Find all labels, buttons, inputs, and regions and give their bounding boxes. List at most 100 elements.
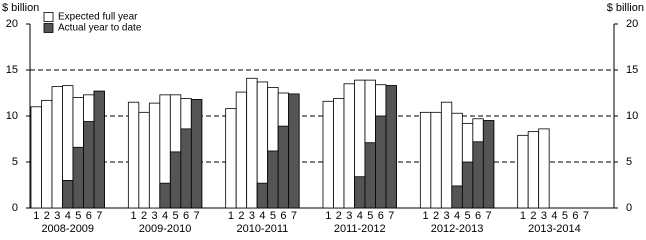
group-label: 2010-2011: [237, 223, 289, 235]
bar: [235, 91, 248, 209]
y-tick-label: 15: [6, 64, 18, 76]
x-tick-label: 5: [75, 210, 81, 222]
legend-swatch: [43, 12, 54, 22]
x-tick-label: 7: [291, 210, 297, 222]
bar: [72, 146, 84, 209]
bar: [83, 121, 95, 209]
x-tick-label: 1: [33, 210, 39, 222]
bar: [225, 108, 237, 209]
x-tick-label: 3: [249, 210, 255, 222]
bar: [30, 106, 42, 209]
x-tick-label: 5: [465, 210, 471, 222]
x-tick-label: 6: [572, 210, 578, 222]
bar: [159, 182, 171, 209]
y-axis-label: $ billion: [2, 2, 39, 14]
group-label: 2009-2010: [139, 223, 192, 235]
bar: [461, 161, 474, 209]
x-tick-label: 3: [346, 210, 352, 222]
y2-tick-label: 20: [626, 18, 638, 30]
y-tick-label: 10: [6, 110, 18, 122]
bar: [430, 111, 442, 209]
y-tick-label: 5: [12, 156, 18, 168]
bar: [451, 185, 463, 209]
bar: [364, 142, 376, 209]
x-tick-label: 5: [173, 210, 179, 222]
x-tick-label: 6: [183, 210, 189, 222]
bar: [354, 176, 366, 209]
y-tick-label: 20: [6, 18, 18, 30]
legend-swatch: [43, 23, 54, 33]
x-tick-label: 6: [86, 210, 92, 222]
x-tick-label: 2: [44, 210, 50, 222]
y2-tick-label: 15: [626, 64, 638, 76]
bar: [62, 179, 74, 209]
bar: [148, 102, 161, 209]
x-tick-label: 1: [325, 210, 331, 222]
x-tick-label: 6: [280, 210, 286, 222]
x-tick-label: 5: [270, 210, 276, 222]
bar: [138, 111, 150, 209]
bar: [343, 83, 355, 209]
x-tick-label: 6: [475, 210, 481, 222]
bar: [256, 182, 269, 209]
x-tick-label: 7: [388, 210, 394, 222]
x-tick-label: 7: [486, 210, 492, 222]
bar: [169, 151, 182, 209]
x-tick-label: 3: [54, 210, 60, 222]
x-tick-label: 4: [259, 210, 265, 222]
y2-axis-label: $ billion: [607, 2, 644, 14]
bar: [180, 128, 192, 209]
bar: [333, 98, 345, 209]
bar: [41, 99, 53, 209]
bar: [419, 111, 432, 209]
bar: [517, 134, 529, 209]
x-tick-label: 2: [433, 210, 439, 222]
y2-tick-label: 10: [626, 110, 638, 122]
y2-tick-label: 0: [626, 202, 632, 214]
bar: [527, 131, 540, 209]
x-tick-label: 5: [367, 210, 373, 222]
bar: [472, 141, 484, 209]
group-label: 2008-2009: [41, 223, 94, 235]
x-tick-label: 4: [357, 210, 363, 222]
bar: [538, 128, 550, 209]
x-tick-label: 2: [336, 210, 342, 222]
x-tick-label: 1: [131, 210, 137, 222]
x-tick-label: 3: [541, 210, 547, 222]
x-tick-label: 3: [152, 210, 158, 222]
x-tick-label: 4: [454, 210, 460, 222]
x-tick-label: 4: [162, 210, 168, 222]
x-tick-label: 5: [562, 210, 568, 222]
bar: [288, 93, 300, 209]
group-label: 2013-2014: [528, 223, 581, 235]
bar: [277, 125, 290, 209]
group-label: 2012-2013: [431, 223, 484, 235]
group-label: 2011-2012: [334, 223, 386, 235]
x-tick-label: 1: [228, 210, 234, 222]
bar: [93, 90, 105, 209]
bar: [51, 86, 63, 209]
x-tick-label: 1: [520, 210, 526, 222]
bar: [190, 99, 203, 209]
x-tick-label: 7: [96, 210, 102, 222]
legend-label: Actual year to date: [58, 23, 142, 34]
x-tick-label: 7: [583, 210, 589, 222]
x-tick-label: 6: [378, 210, 384, 222]
y-tick-label: 0: [12, 202, 18, 214]
bar: [375, 115, 387, 209]
bar: [440, 101, 453, 209]
bar: [246, 77, 258, 209]
x-tick-label: 2: [530, 210, 536, 222]
x-tick-label: 4: [65, 210, 71, 222]
x-tick-label: 7: [194, 210, 200, 222]
legend-label: Expected full year: [58, 12, 138, 23]
bar: [322, 100, 334, 209]
x-tick-label: 2: [238, 210, 244, 222]
bar: [482, 120, 495, 209]
bar: [385, 85, 397, 209]
bar: [127, 101, 140, 209]
x-tick-label: 4: [551, 210, 557, 222]
x-tick-label: 3: [444, 210, 450, 222]
x-tick-label: 1: [423, 210, 429, 222]
